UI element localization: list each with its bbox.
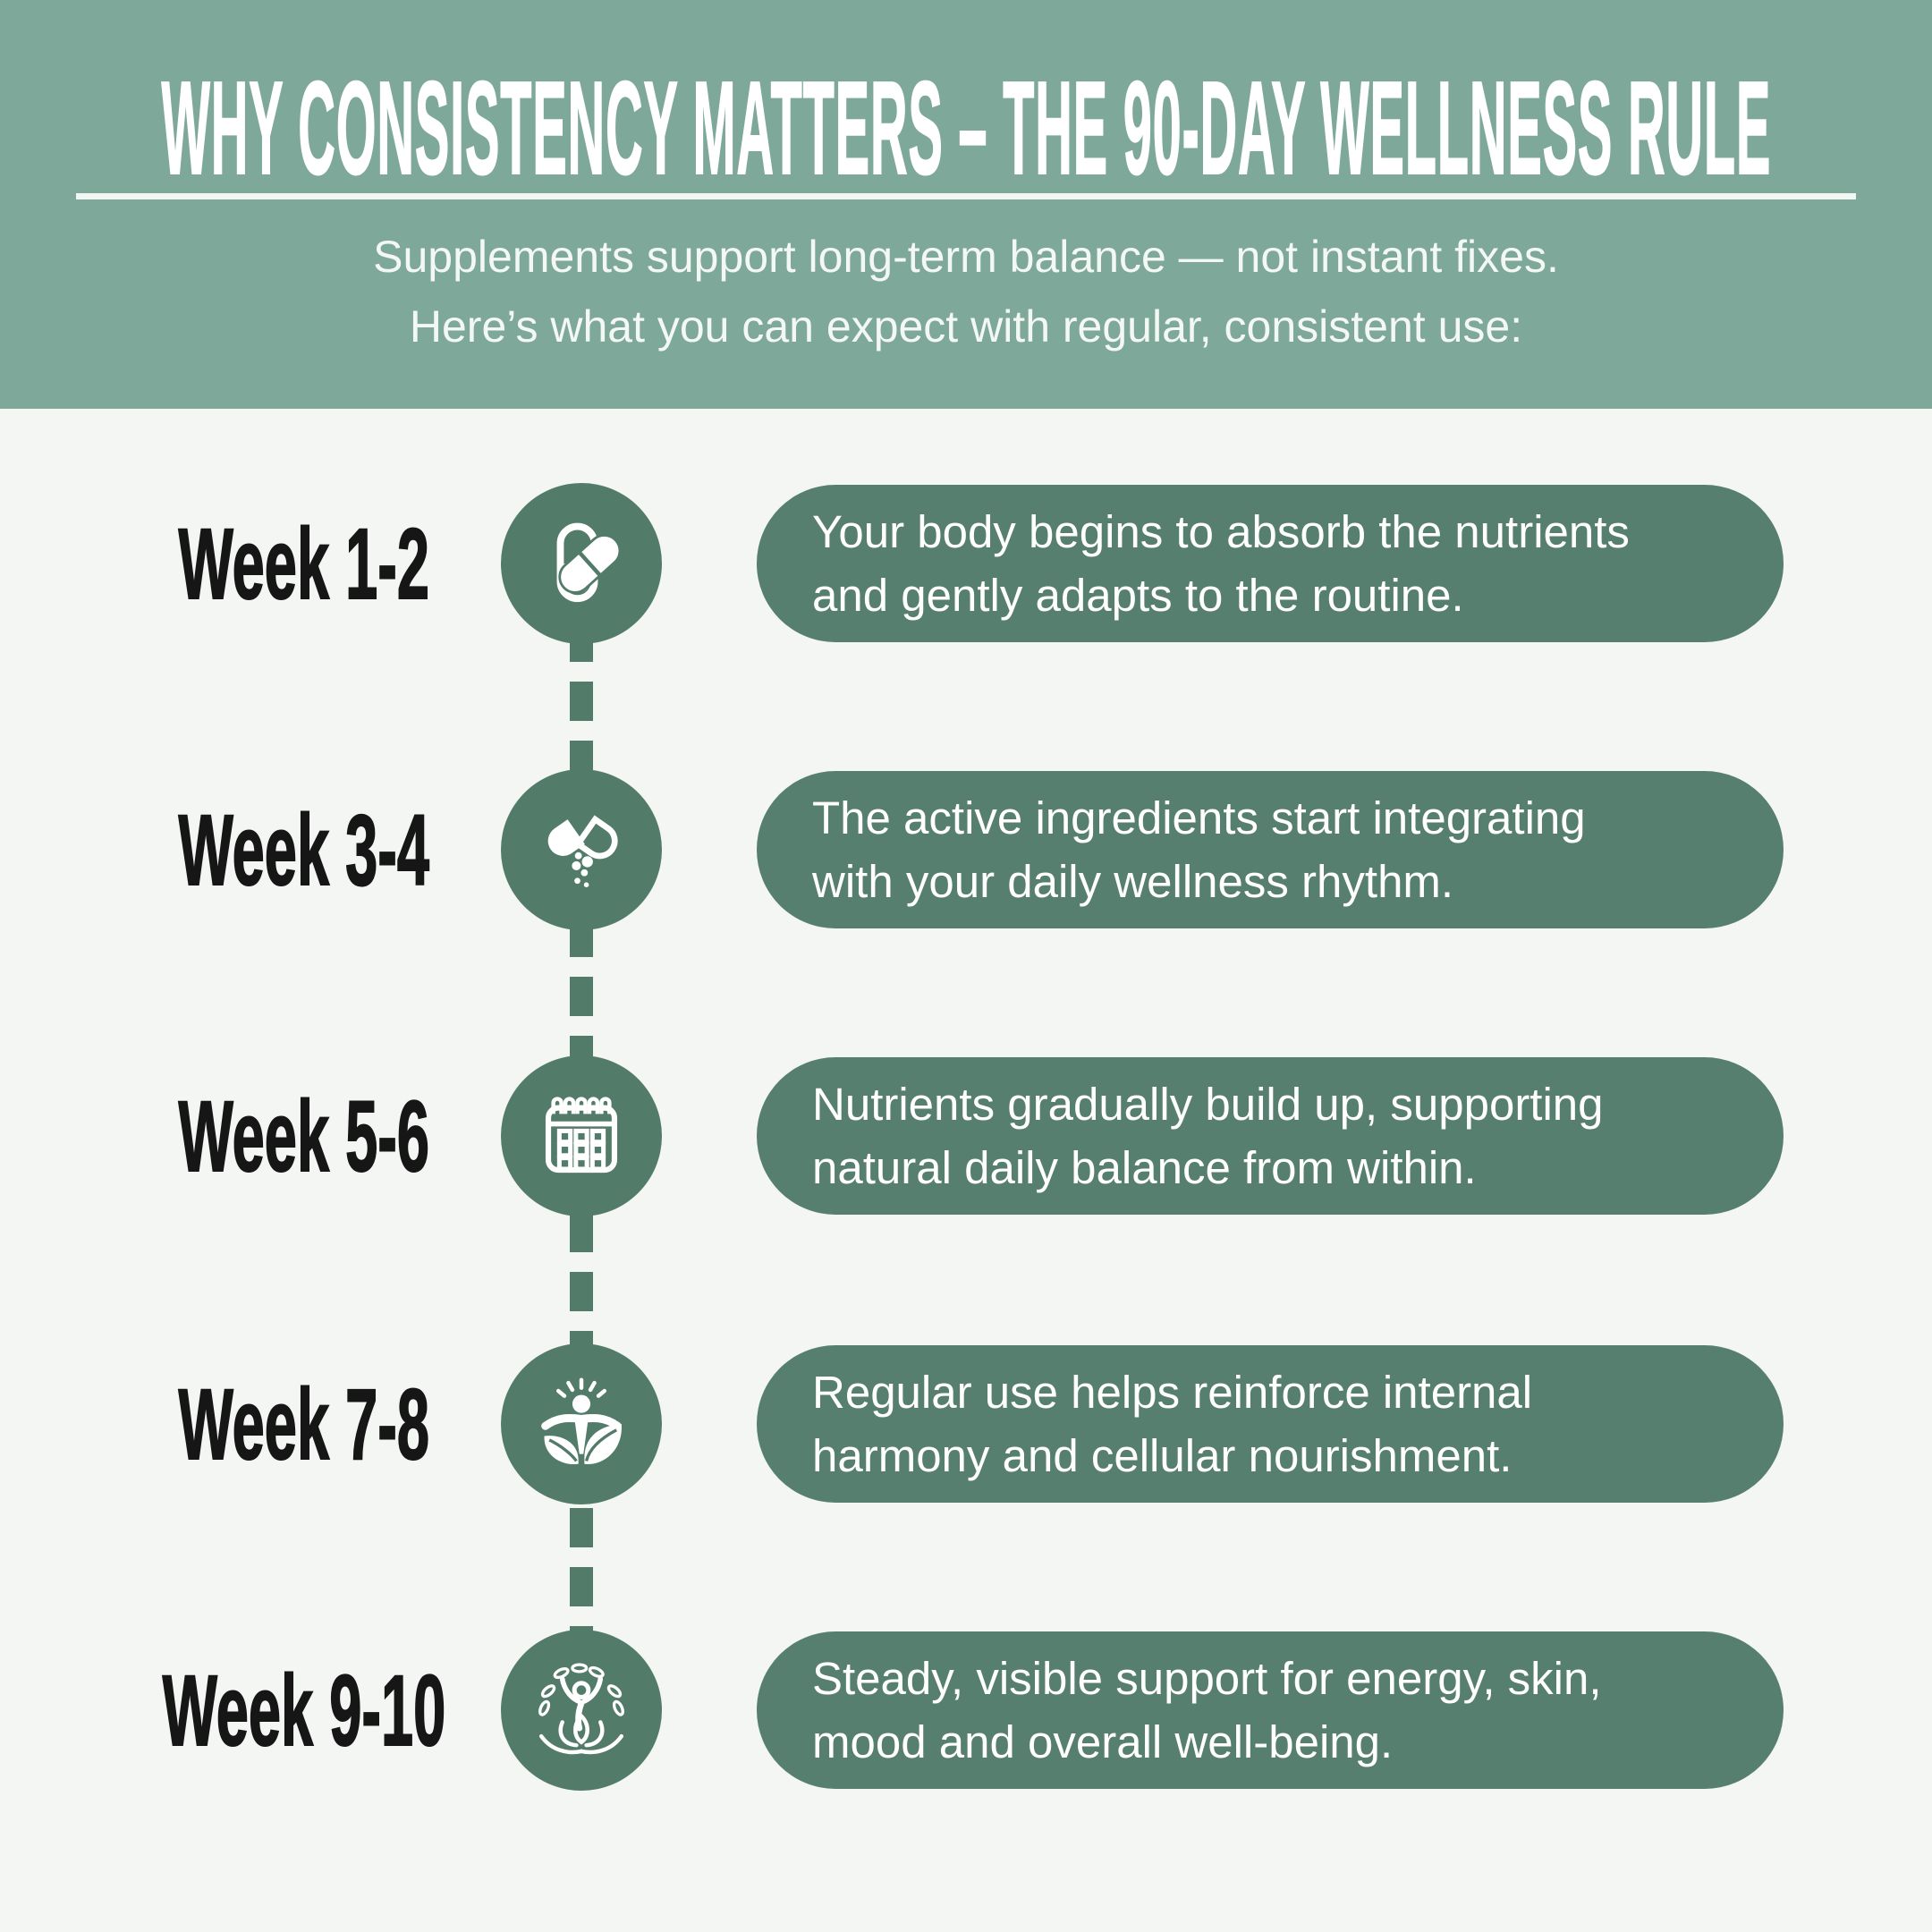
timeline-node	[501, 1343, 662, 1504]
description-bubble: The active ingredients start integrating…	[757, 771, 1784, 928]
week-label: Week 7-8	[178, 1368, 430, 1481]
capsule-open-icon	[547, 815, 618, 887]
subtitle-line-2: Here’s what you can expect with regular,…	[409, 301, 1523, 352]
person-growth-icon	[541, 1377, 622, 1465]
timeline-node	[501, 483, 662, 644]
timeline-node	[501, 1055, 662, 1216]
subtitle-line-1: Supplements support long-term balance — …	[373, 232, 1559, 282]
calendar-icon	[545, 1097, 618, 1174]
week-label: Week 9-10	[162, 1654, 446, 1767]
week-label: Week 5-6	[178, 1080, 430, 1193]
description-bubble: Steady, visible support for energy, skin…	[757, 1631, 1784, 1789]
description-bubble: Nutrients gradually build up, supporting…	[757, 1057, 1784, 1215]
week-label: Week 1-2	[178, 507, 430, 621]
header-band: WHY CONSISTENCY MATTERS – THE 90-DAY WEL…	[0, 0, 1932, 409]
pills-icon	[556, 522, 622, 603]
page-title-text: WHY CONSISTENCY MATTERS – THE 90-DAY WEL…	[161, 54, 1771, 203]
page-title: WHY CONSISTENCY MATTERS – THE 90-DAY WEL…	[0, 54, 1932, 203]
timeline-node	[501, 769, 662, 930]
description-bubble: Regular use helps reinforce internal har…	[757, 1345, 1784, 1503]
timeline-node	[501, 1630, 662, 1791]
lotus-person-icon	[538, 1663, 624, 1755]
week-label: Week 3-4	[178, 793, 430, 907]
description-bubble: Your body begins to absorb the nutrients…	[757, 485, 1784, 642]
header-subtitle: Supplements support long-term balance — …	[0, 222, 1932, 361]
header-divider	[76, 193, 1856, 199]
